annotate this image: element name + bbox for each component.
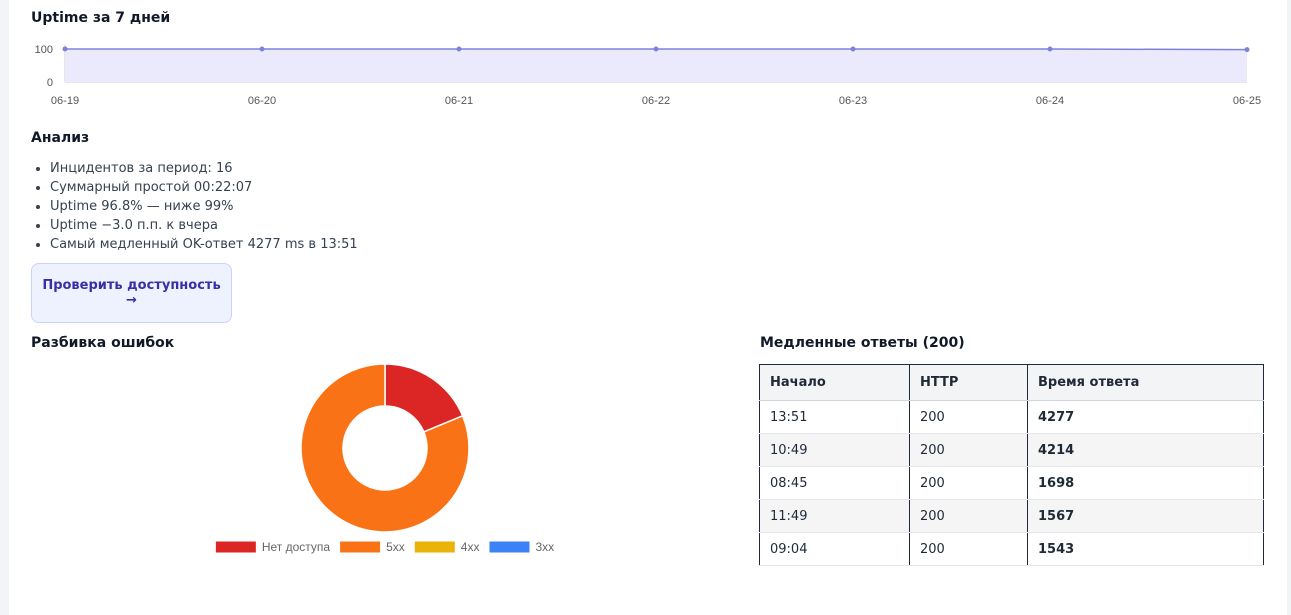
uptime-point	[62, 46, 68, 52]
y-tick-label: 0	[47, 77, 53, 89]
cell-start: 11:49	[759, 499, 910, 533]
col-header-start: Начало	[759, 364, 910, 401]
legend-label: 4xx	[461, 540, 480, 554]
y-tick-label: 100	[35, 44, 53, 56]
uptime-point	[1244, 47, 1250, 53]
table-header-row: Начало HTTP Время ответа	[759, 364, 1264, 401]
uptime-chart: 100 0 06-19 06-20 06-21 06-22 06-23 06-24 06-25	[35, 44, 1261, 107]
x-tick-label: 06-20	[248, 95, 276, 107]
cell-response-time: 1567	[1027, 499, 1264, 533]
slow-responses-table: Начало HTTP Время ответа 13:51 200 4277 …	[759, 364, 1264, 566]
col-header-response-time: Время ответа	[1027, 364, 1264, 401]
cell-response-time: 1543	[1027, 532, 1264, 566]
table-row: 10:49 200 4214	[759, 433, 1264, 467]
legend-label: 3xx	[535, 540, 554, 554]
legend-label: Нет доступа	[262, 540, 331, 554]
cell-response-time: 4214	[1027, 433, 1264, 467]
donut-slice	[384, 363, 464, 433]
uptime-point	[259, 46, 265, 52]
analysis-item: Суммарный простой 00:22:07	[50, 178, 358, 197]
cell-http: 200	[909, 400, 1028, 434]
legend-swatch	[414, 541, 455, 553]
legend-swatch	[215, 541, 256, 553]
legend-swatch	[340, 541, 381, 553]
x-tick-label: 06-25	[1233, 95, 1261, 107]
check-availability-button[interactable]: Проверить доступность →	[31, 263, 232, 323]
donut-slice	[300, 363, 470, 533]
analysis-item: Uptime 96.8% — ниже 99%	[50, 197, 358, 216]
analysis-item: Самый медленный OK-ответ 4277 ms в 13:51	[50, 235, 358, 254]
uptime-point	[850, 46, 856, 52]
slow-responses-title: Медленные ответы (200)	[760, 335, 965, 351]
table-row: 09:04 200 1543	[759, 532, 1264, 566]
legend-swatch	[489, 541, 530, 553]
col-header-http: HTTP	[909, 364, 1028, 401]
uptime-title: Uptime за 7 дней	[31, 10, 171, 26]
uptime-point	[1047, 46, 1053, 52]
uptime-area	[65, 49, 1247, 82]
table-row: 11:49 200 1567	[759, 499, 1264, 533]
analysis-title: Анализ	[31, 130, 90, 146]
cell-http: 200	[909, 433, 1028, 467]
uptime-point	[456, 46, 462, 52]
report-panel: Uptime за 7 дней 100 0 06-19 06-20 06-21 06-2…	[9, 0, 1287, 615]
errors-title: Разбивка ошибок	[31, 335, 175, 351]
x-tick-label: 06-19	[51, 95, 79, 107]
uptime-point	[653, 46, 659, 52]
table-row: 08:45 200 1698	[759, 466, 1264, 500]
cell-start: 13:51	[759, 400, 910, 434]
x-tick-label: 06-23	[839, 95, 867, 107]
legend-label: 5xx	[386, 540, 405, 554]
x-tick-label: 06-24	[1036, 95, 1064, 107]
table-row: 13:51 200 4277	[759, 400, 1264, 434]
analysis-list: Инцидентов за период: 16 Суммарный прост…	[29, 159, 358, 254]
cell-http: 200	[909, 532, 1028, 566]
cell-start: 09:04	[759, 532, 910, 566]
cell-http: 200	[909, 499, 1028, 533]
analysis-item: Uptime −3.0 п.п. к вчера	[50, 216, 358, 235]
x-tick-label: 06-22	[642, 95, 670, 107]
cell-response-time: 4277	[1027, 400, 1264, 434]
cell-start: 08:45	[759, 466, 910, 500]
cell-http: 200	[909, 466, 1028, 500]
cell-start: 10:49	[759, 433, 910, 467]
x-tick-label: 06-21	[445, 95, 473, 107]
analysis-item: Инцидентов за период: 16	[50, 159, 358, 178]
cell-response-time: 1698	[1027, 466, 1264, 500]
